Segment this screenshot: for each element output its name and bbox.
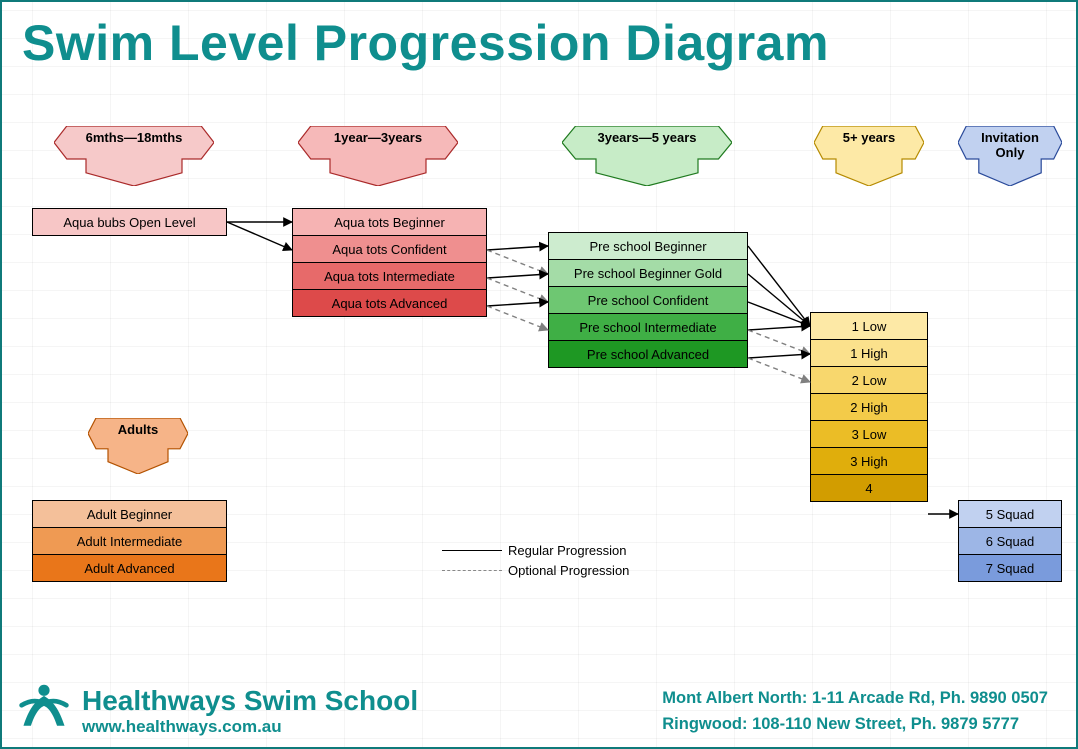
header-label: InvitationOnly xyxy=(958,130,1062,160)
connector-line xyxy=(487,278,548,302)
level-cell: Aqua tots Intermediate xyxy=(292,262,487,290)
page-title: Swim Level Progression Diagram xyxy=(22,14,829,72)
level-cell: 7 Squad xyxy=(958,554,1062,582)
level-cell: 3 High xyxy=(810,447,928,475)
level-cell: Aqua bubs Open Level xyxy=(32,208,227,236)
connector-line xyxy=(487,306,548,330)
level-cell: 6 Squad xyxy=(958,527,1062,555)
level-cell: 2 High xyxy=(810,393,928,421)
legend-line-icon xyxy=(442,570,502,571)
connector-line xyxy=(227,222,292,250)
address-line: Mont Albert North: 1-11 Arcade Rd, Ph. 9… xyxy=(662,685,1048,711)
header-arrow: 3years—5 years xyxy=(562,126,732,186)
connector-line xyxy=(748,354,810,358)
connector-line xyxy=(748,358,810,382)
connector-line xyxy=(487,302,548,306)
footer-addresses: Mont Albert North: 1-11 Arcade Rd, Ph. 9… xyxy=(662,685,1048,737)
level-cell: Pre school Confident xyxy=(548,286,748,314)
stack-aquatots: Aqua tots BeginnerAqua tots ConfidentAqu… xyxy=(292,208,487,317)
legend-row: Regular Progression xyxy=(442,540,629,560)
legend-row: Optional Progression xyxy=(442,560,629,580)
brand-logo-icon xyxy=(16,681,72,737)
connector-line xyxy=(748,330,810,354)
legend-line-icon xyxy=(442,550,502,551)
address-line: Ringwood: 108-110 New Street, Ph. 9879 5… xyxy=(662,711,1048,737)
connector-line xyxy=(748,274,810,326)
header-arrow: 1year—3years xyxy=(298,126,458,186)
level-cell: 3 Low xyxy=(810,420,928,448)
brand-website: www.healthways.com.au xyxy=(82,717,418,737)
connector-line xyxy=(487,246,548,250)
level-cell: Pre school Beginner xyxy=(548,232,748,260)
level-cell: 1 Low xyxy=(810,312,928,340)
level-cell: Aqua tots Confident xyxy=(292,235,487,263)
stack-squads: 5 Squad6 Squad7 Squad xyxy=(958,500,1062,582)
level-cell: 5 Squad xyxy=(958,500,1062,528)
diagram-frame: Swim Level Progression Diagram 6mths—18m… xyxy=(0,0,1078,749)
header-arrow: Adults xyxy=(88,418,188,474)
header-label: 5+ years xyxy=(814,130,924,145)
connector-line xyxy=(748,326,810,330)
connector-line xyxy=(748,302,810,326)
level-cell: 1 High xyxy=(810,339,928,367)
level-cell: 2 Low xyxy=(810,366,928,394)
level-cell: Aqua tots Advanced xyxy=(292,289,487,317)
connector-line xyxy=(487,250,548,274)
header-label: 6mths—18mths xyxy=(54,130,214,145)
level-cell: Adult Intermediate xyxy=(32,527,227,555)
level-cell: 4 xyxy=(810,474,928,502)
level-cell: Pre school Intermediate xyxy=(548,313,748,341)
level-cell: Pre school Advanced xyxy=(548,340,748,368)
stack-aquabubs: Aqua bubs Open Level xyxy=(32,208,227,236)
level-cell: Adult Beginner xyxy=(32,500,227,528)
level-cell: Pre school Beginner Gold xyxy=(548,259,748,287)
header-arrow: 6mths—18mths xyxy=(54,126,214,186)
header-label: 3years—5 years xyxy=(562,130,732,145)
brand-block: Healthways Swim School www.healthways.co… xyxy=(82,685,418,737)
connector-line xyxy=(748,246,810,326)
legend-label: Regular Progression xyxy=(508,543,627,558)
stack-levels: 1 Low1 High2 Low2 High3 Low3 High4 xyxy=(810,312,928,502)
stack-preschool: Pre school BeginnerPre school Beginner G… xyxy=(548,232,748,368)
level-cell: Adult Advanced xyxy=(32,554,227,582)
header-label: Adults xyxy=(88,422,188,437)
legend-label: Optional Progression xyxy=(508,563,629,578)
header-arrow: 5+ years xyxy=(814,126,924,186)
stack-adults: Adult BeginnerAdult IntermediateAdult Ad… xyxy=(32,500,227,582)
brand-name: Healthways Swim School xyxy=(82,685,418,717)
header-label: 1year—3years xyxy=(298,130,458,145)
legend: Regular Progression Optional Progression xyxy=(442,540,629,580)
level-cell: Aqua tots Beginner xyxy=(292,208,487,236)
footer: Healthways Swim School www.healthways.co… xyxy=(2,681,1076,737)
header-arrow: InvitationOnly xyxy=(958,126,1062,186)
connector-line xyxy=(487,274,548,278)
